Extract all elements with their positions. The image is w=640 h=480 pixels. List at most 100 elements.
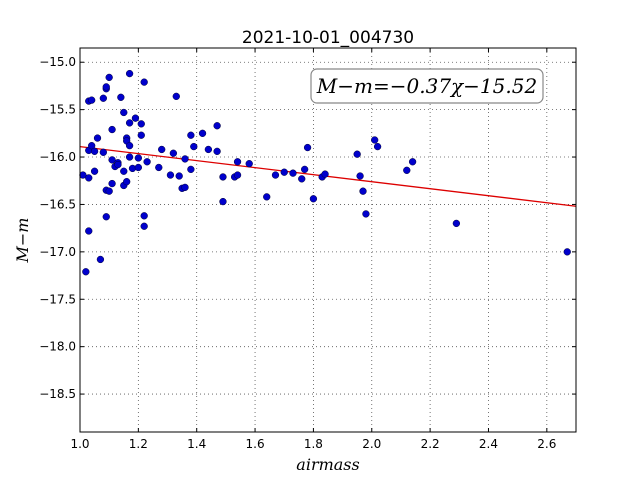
grid-lines [79, 48, 576, 432]
y-tick-label: −18.0 [39, 340, 76, 354]
data-point [120, 108, 128, 117]
data-point [99, 94, 107, 102]
data-point [198, 129, 207, 137]
data-point [105, 73, 113, 82]
data-point [114, 160, 122, 169]
data-point [175, 172, 183, 180]
data-point [125, 119, 134, 127]
data-point [105, 187, 113, 195]
data-point [88, 96, 96, 104]
data-point [90, 167, 99, 175]
data-point [108, 179, 116, 188]
data-point [90, 147, 99, 155]
y-tick-label: −15.0 [39, 55, 76, 69]
data-point [131, 114, 140, 122]
data-point [213, 122, 221, 130]
data-point [102, 213, 110, 221]
data-point [120, 167, 128, 175]
data-point [373, 142, 382, 151]
y-tick-label: −17.0 [39, 245, 76, 259]
data-point [137, 120, 145, 128]
data-point [134, 154, 143, 162]
data-point [219, 197, 227, 206]
data-point [190, 142, 198, 151]
data-point [169, 149, 178, 157]
data-point [181, 183, 189, 192]
y-tick-label: −16.5 [39, 197, 76, 211]
axis-ticks: 1.0 1.2 1.4 1.6 1.8 2.0 2.2 2.4 2.6 −15.0 −15.5 −16… [39, 48, 576, 451]
fit-line-layer [79, 145, 577, 207]
data-point [233, 171, 242, 179]
data-point [108, 156, 116, 164]
x-tick-label: 1.4 [187, 437, 206, 451]
data-point [82, 268, 90, 276]
x-tick-label: 2.0 [362, 437, 381, 451]
data-point [187, 131, 195, 139]
data-point [219, 173, 227, 181]
x-axis-label: airmass [296, 455, 359, 474]
data-point [123, 178, 131, 186]
data-point [125, 153, 134, 161]
x-tick-label: 2.6 [537, 437, 556, 451]
data-point [213, 147, 221, 155]
data-point [356, 172, 364, 180]
x-tick-label: 1.8 [304, 437, 323, 451]
data-point [166, 171, 175, 179]
data-point [301, 165, 309, 174]
data-point [408, 158, 417, 166]
data-point [359, 187, 367, 195]
data-point [93, 134, 102, 142]
data-point [108, 125, 116, 134]
x-tick-label: 1.0 [70, 437, 89, 451]
data-point [140, 78, 148, 86]
data-point [96, 255, 105, 264]
y-tick-label: −17.5 [39, 292, 76, 306]
data-point [263, 193, 271, 201]
data-point [245, 160, 253, 168]
data-point [271, 171, 280, 179]
y-tick-label: −16.0 [39, 150, 76, 164]
data-point [155, 163, 163, 172]
data-point [321, 170, 329, 178]
y-tick-label: −15.5 [39, 103, 76, 117]
x-tick-label: 2.2 [421, 437, 440, 451]
data-point [140, 212, 148, 220]
data-point [563, 248, 571, 256]
plot-frame [79, 47, 577, 433]
data-points [79, 69, 571, 276]
y-axis-label: M−m [13, 218, 32, 264]
data-point [125, 69, 134, 78]
data-point [362, 210, 370, 218]
data-point [102, 83, 110, 91]
data-point [204, 145, 213, 154]
chart-title: 2021-10-01_004730 [242, 28, 414, 48]
data-point [303, 143, 312, 152]
data-point [140, 222, 148, 230]
x-tick-label: 2.4 [479, 437, 498, 451]
data-point [289, 169, 297, 177]
data-point [85, 174, 93, 182]
data-point [125, 142, 134, 150]
data-point [353, 150, 361, 158]
x-tick-label: 1.6 [246, 437, 265, 451]
data-point [280, 168, 288, 176]
data-point [233, 158, 242, 166]
data-point [99, 148, 107, 156]
data-point [88, 142, 96, 150]
data-point [143, 158, 151, 166]
annotation-box: M−m=−0.37χ−15.52 [310, 68, 544, 104]
fit-equation: M−m=−0.37χ−15.52 [316, 74, 537, 98]
data-point [181, 155, 189, 163]
data-point [187, 165, 195, 174]
data-point [298, 175, 306, 183]
data-point [403, 166, 411, 174]
data-point [117, 93, 125, 101]
fit-line [79, 145, 577, 207]
data-point [137, 131, 145, 139]
y-tick-label: −18.5 [39, 387, 76, 401]
data-point [309, 195, 318, 203]
x-tick-label: 1.2 [129, 437, 148, 451]
data-point [85, 227, 93, 235]
data-point [371, 136, 379, 144]
